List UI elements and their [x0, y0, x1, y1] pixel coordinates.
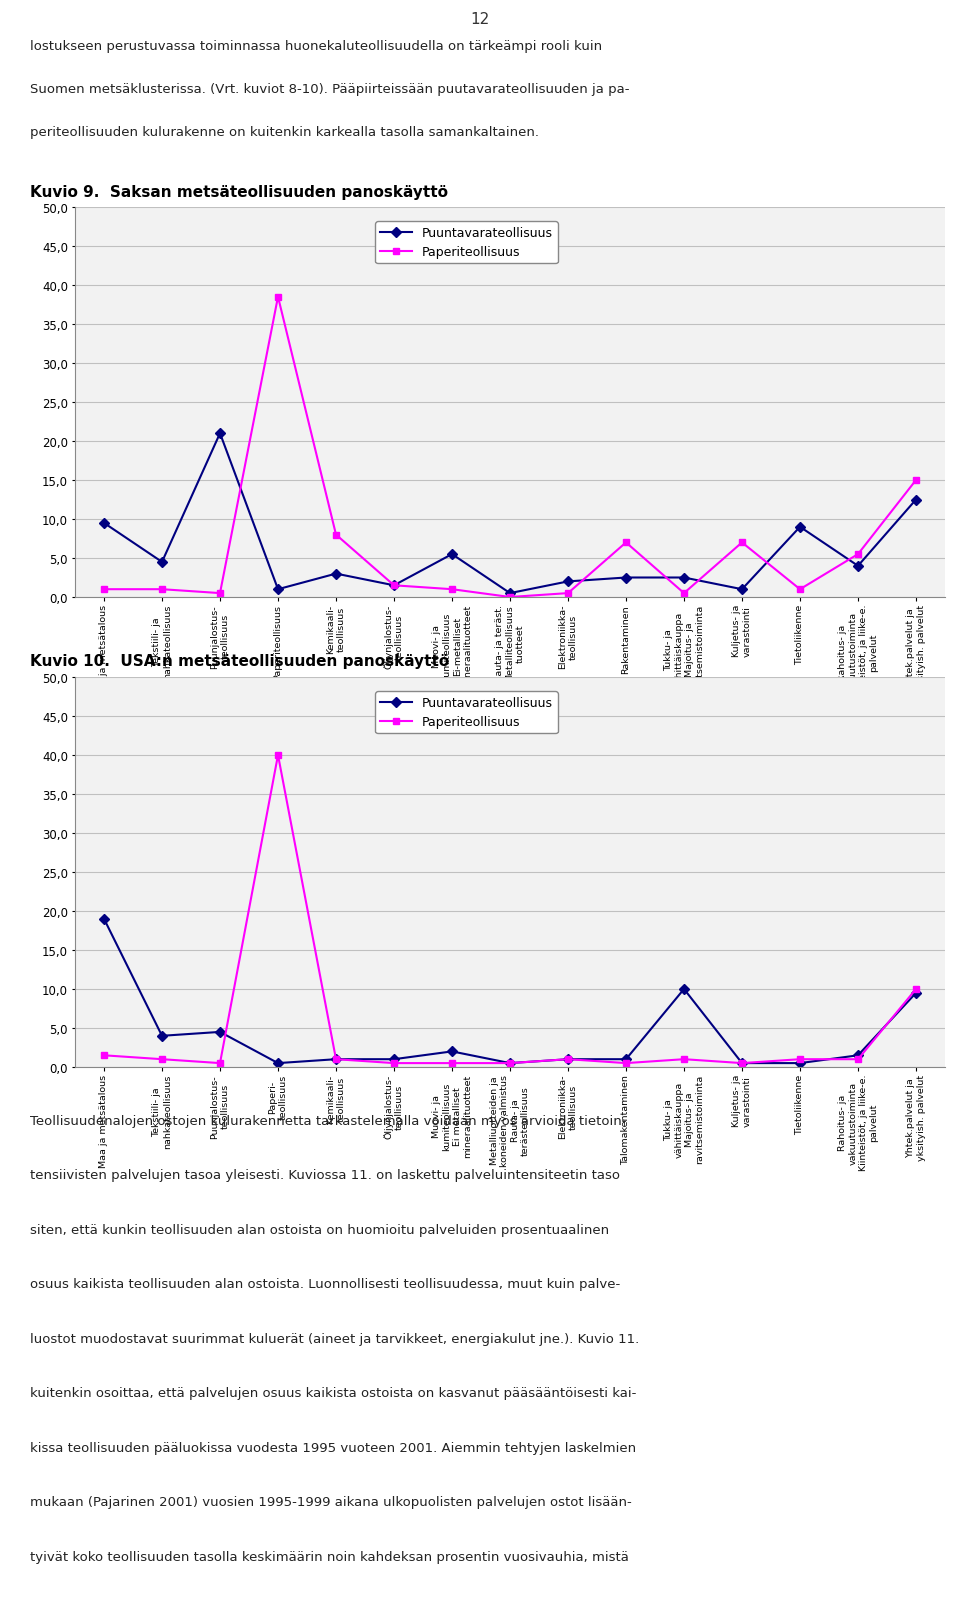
Text: tensiivisten palvelujen tasoa yleisesti. Kuviossa 11. on laskettu palveluintensi: tensiivisten palvelujen tasoa yleisesti.…: [30, 1169, 620, 1182]
Text: Kuvio 10.  USA:n metsäteollisuuden panoskäyttö: Kuvio 10. USA:n metsäteollisuuden panosk…: [30, 654, 449, 669]
Puuntavarateollisuus: [736, 1053, 748, 1073]
Puuntavarateollisuus: [794, 518, 805, 537]
Puuntavarateollisuus: [563, 1050, 574, 1070]
Legend: Puuntavarateollisuus, Paperiteollisuus: Puuntavarateollisuus, Paperiteollisuus: [375, 222, 558, 265]
Text: Kuvio 9.  Saksan metsäteollisuuden panoskäyttö: Kuvio 9. Saksan metsäteollisuuden panosk…: [30, 185, 448, 200]
Paperiteollisuus: [98, 579, 109, 599]
Text: periteollisuuden kulurakenne on kuitenkin karkealla tasolla samankaltainen.: periteollisuuden kulurakenne on kuitenki…: [30, 125, 539, 138]
Line: Paperiteollisuus: Paperiteollisuus: [101, 294, 920, 601]
Text: Suomen metsäklusterissa. (Vrt. kuviot 8-10). Pääpiirteissään puutavarateollisuud: Suomen metsäklusterissa. (Vrt. kuviot 8-…: [30, 83, 630, 96]
Line: Puuntavarateollisuus: Puuntavarateollisuus: [101, 430, 920, 597]
Text: 12: 12: [470, 13, 490, 28]
Puuntavarateollisuus: [852, 557, 864, 576]
Puuntavarateollisuus: [330, 565, 342, 584]
Puuntavarateollisuus: [214, 424, 226, 443]
Paperiteollisuus: [620, 1053, 632, 1073]
Text: kissa teollisuuden pääluokissa vuodesta 1995 vuoteen 2001. Aiemmin tehtyjen lask: kissa teollisuuden pääluokissa vuodesta …: [30, 1441, 636, 1454]
Line: Puuntavarateollisuus: Puuntavarateollisuus: [101, 915, 920, 1066]
Puuntavarateollisuus: [330, 1050, 342, 1070]
Puuntavarateollisuus: [910, 490, 922, 510]
Paperiteollisuus: [214, 1053, 226, 1073]
Paperiteollisuus: [563, 1050, 574, 1070]
Puuntavarateollisuus: [446, 1042, 458, 1061]
Text: tyivät koko teollisuuden tasolla keskimäärin noin kahdeksan prosentin vuosivauhi: tyivät koko teollisuuden tasolla keskimä…: [30, 1550, 629, 1563]
Puuntavarateollisuus: [620, 568, 632, 588]
Paperiteollisuus: [446, 579, 458, 599]
Legend: Puuntavarateollisuus, Paperiteollisuus: Puuntavarateollisuus, Paperiteollisuus: [375, 691, 558, 734]
Paperiteollisuus: [794, 1050, 805, 1070]
Paperiteollisuus: [736, 1053, 748, 1073]
Puuntavarateollisuus: [794, 1053, 805, 1073]
Paperiteollisuus: [910, 980, 922, 1000]
Text: mukaan (Pajarinen 2001) vuosien 1995-1999 aikana ulkopuolisten palvelujen ostot : mukaan (Pajarinen 2001) vuosien 1995-199…: [30, 1495, 632, 1508]
Puuntavarateollisuus: [678, 568, 689, 588]
Puuntavarateollisuus: [678, 980, 689, 1000]
Paperiteollisuus: [388, 576, 399, 596]
Puuntavarateollisuus: [214, 1022, 226, 1042]
Puuntavarateollisuus: [273, 579, 284, 599]
Paperiteollisuus: [98, 1045, 109, 1065]
Puuntavarateollisuus: [446, 545, 458, 565]
Puuntavarateollisuus: [156, 1026, 168, 1045]
Paperiteollisuus: [156, 579, 168, 599]
Text: lostukseen perustuvassa toiminnassa huonekaluteollisuudella on tärkeämpi rooli k: lostukseen perustuvassa toiminnassa huon…: [30, 41, 602, 54]
Puuntavarateollisuus: [910, 984, 922, 1003]
Paperiteollisuus: [156, 1050, 168, 1070]
Text: Teollisuudenalojen ostojen kulurakennetta tarkastelemalla voidaan myös arvioida : Teollisuudenalojen ostojen kulurakennett…: [30, 1115, 627, 1128]
Paperiteollisuus: [504, 588, 516, 607]
Paperiteollisuus: [794, 579, 805, 599]
Text: luostot muodostavat suurimmat kuluerät (aineet ja tarvikkeet, energiakulut jne.): luostot muodostavat suurimmat kuluerät (…: [30, 1332, 639, 1345]
Paperiteollisuus: [273, 287, 284, 307]
Puuntavarateollisuus: [273, 1053, 284, 1073]
Text: siten, että kunkin teollisuuden alan ostoista on huomioitu palveluiden prosentua: siten, että kunkin teollisuuden alan ost…: [30, 1224, 610, 1237]
Paperiteollisuus: [852, 545, 864, 565]
Paperiteollisuus: [852, 1050, 864, 1070]
Paperiteollisuus: [330, 526, 342, 545]
Paperiteollisuus: [214, 584, 226, 604]
Puuntavarateollisuus: [563, 573, 574, 592]
Text: osuus kaikista teollisuuden alan ostoista. Luonnollisesti teollisuudessa, muut k: osuus kaikista teollisuuden alan ostoist…: [30, 1277, 620, 1290]
Paperiteollisuus: [620, 534, 632, 553]
Paperiteollisuus: [446, 1053, 458, 1073]
Paperiteollisuus: [678, 584, 689, 604]
Paperiteollisuus: [504, 1053, 516, 1073]
Puuntavarateollisuus: [504, 1053, 516, 1073]
Puuntavarateollisuus: [98, 514, 109, 534]
Puuntavarateollisuus: [852, 1045, 864, 1065]
Text: kuitenkin osoittaa, että palvelujen osuus kaikista ostoista on kasvanut pääsäänt: kuitenkin osoittaa, että palvelujen osuu…: [30, 1386, 636, 1399]
Paperiteollisuus: [330, 1050, 342, 1070]
Puuntavarateollisuus: [156, 553, 168, 573]
Line: Paperiteollisuus: Paperiteollisuus: [101, 751, 920, 1066]
Puuntavarateollisuus: [504, 584, 516, 604]
Paperiteollisuus: [910, 471, 922, 490]
Puuntavarateollisuus: [620, 1050, 632, 1070]
Paperiteollisuus: [678, 1050, 689, 1070]
Puuntavarateollisuus: [98, 909, 109, 928]
Puuntavarateollisuus: [736, 579, 748, 599]
Paperiteollisuus: [563, 584, 574, 604]
Paperiteollisuus: [388, 1053, 399, 1073]
Puuntavarateollisuus: [388, 576, 399, 596]
Paperiteollisuus: [736, 534, 748, 553]
Puuntavarateollisuus: [388, 1050, 399, 1070]
Paperiteollisuus: [273, 747, 284, 766]
